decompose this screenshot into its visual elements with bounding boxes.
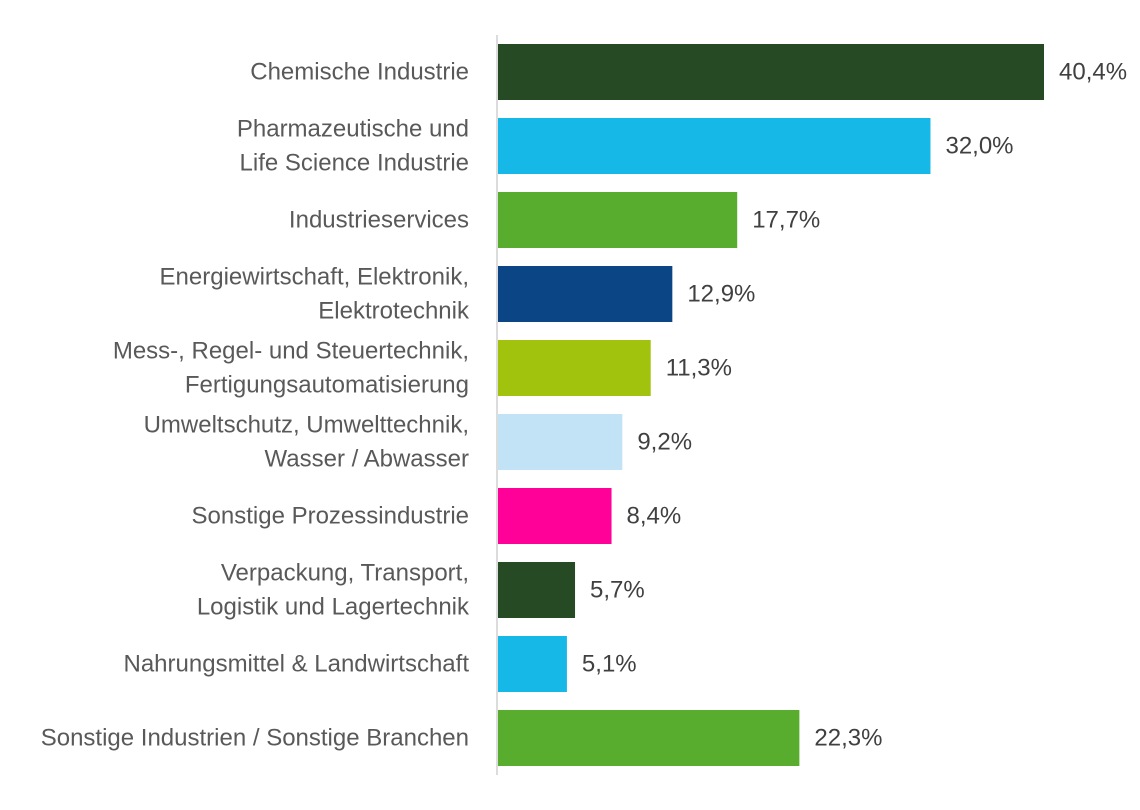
bar-8	[498, 636, 567, 692]
value-label-2: 17,7%	[752, 207, 820, 234]
category-label-0: Chemische Industrie	[250, 59, 469, 86]
value-label-5: 9,2%	[637, 429, 692, 456]
bar-4	[498, 340, 651, 396]
bar-9	[498, 710, 800, 766]
category-labels-group: Chemische Industrie Pharmazeutische und Li…	[41, 59, 470, 752]
category-label-line: Umweltschutz, Umwelttechnik,	[144, 412, 469, 439]
category-label-6: Sonstige Prozessindustrie	[192, 503, 469, 530]
category-label-5: Umweltschutz, Umwelttechnik, Wasser / Abw…	[144, 412, 469, 473]
bars-group	[498, 44, 1044, 766]
bar-5	[498, 414, 623, 470]
category-label-line: Sonstige Industrien / Sonstige Branchen	[41, 725, 469, 752]
bar-3	[498, 266, 673, 322]
bar-1	[498, 118, 931, 174]
value-labels-group: 40,4% 32,0% 17,7% 12,9% 11,3% 9,2% 8,4% 5,7% 5,1…	[582, 59, 1127, 752]
category-label-line: Elektrotechnik	[318, 298, 470, 325]
category-label-1: Pharmazeutische und Life Science Industri…	[237, 116, 469, 177]
category-label-9: Sonstige Industrien / Sonstige Branchen	[41, 725, 469, 752]
value-label-6: 8,4%	[627, 503, 682, 530]
category-label-3: Energiewirtschaft, Elektronik, Elektrotec…	[160, 264, 470, 325]
value-label-7: 5,7%	[590, 577, 645, 604]
category-label-line: Fertigungsautomatisierung	[185, 372, 469, 399]
category-label-4: Mess-, Regel- und Steuertechnik, Fertigun…	[113, 338, 469, 399]
category-label-line: Sonstige Prozessindustrie	[192, 503, 469, 530]
value-label-8: 5,1%	[582, 651, 637, 678]
bar-7	[498, 562, 576, 618]
category-label-line: Chemische Industrie	[250, 59, 469, 86]
value-label-3: 12,9%	[687, 281, 755, 308]
category-label-line: Logistik und Lagertechnik	[197, 594, 470, 621]
category-label-line: Energiewirtschaft, Elektronik,	[160, 264, 469, 291]
category-label-line: Pharmazeutische und	[237, 116, 469, 143]
category-label-2: Industrieservices	[289, 207, 469, 234]
category-label-7: Verpackung, Transport, Logistik und Lager…	[197, 560, 470, 621]
category-label-line: Nahrungsmittel & Landwirtschaft	[124, 651, 470, 678]
category-label-line: Wasser / Abwasser	[264, 446, 469, 473]
value-label-1: 32,0%	[945, 133, 1013, 160]
value-label-9: 22,3%	[814, 725, 882, 752]
value-label-4: 11,3%	[666, 355, 732, 382]
category-label-line: Mess-, Regel- und Steuertechnik,	[113, 338, 469, 365]
category-label-8: Nahrungsmittel & Landwirtschaft	[124, 651, 470, 678]
value-label-0: 40,4%	[1059, 59, 1127, 86]
category-label-line: Verpackung, Transport,	[221, 560, 469, 587]
bar-0	[498, 44, 1044, 100]
bar-6	[498, 488, 612, 544]
category-label-line: Life Science Industrie	[240, 150, 469, 177]
bar-2	[498, 192, 738, 248]
category-label-line: Industrieservices	[289, 207, 469, 234]
